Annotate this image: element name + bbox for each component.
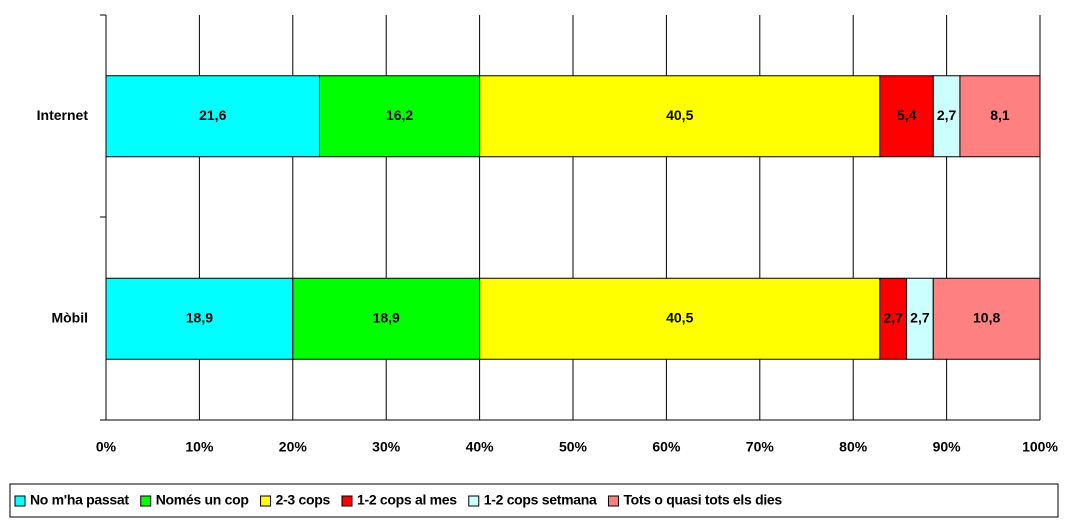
data-label: 5,4 bbox=[897, 107, 917, 123]
bar-segment bbox=[479, 75, 881, 158]
bar-segment bbox=[932, 75, 961, 158]
x-tick-label: 30% bbox=[372, 439, 401, 455]
bar-segment bbox=[932, 277, 1041, 360]
x-tick-label: 0% bbox=[96, 439, 117, 455]
data-label: 40,5 bbox=[666, 107, 693, 123]
legend-label: Tots o quasi tots els dies bbox=[623, 492, 782, 508]
x-tick-label: 80% bbox=[839, 439, 868, 455]
legend-label: 2-3 cops bbox=[276, 492, 331, 508]
data-label: 18,9 bbox=[373, 309, 400, 325]
bar-segment bbox=[318, 75, 481, 158]
x-tick-label: 50% bbox=[559, 439, 588, 455]
legend-label: No m'ha passat bbox=[30, 492, 129, 508]
legend-swatch bbox=[341, 495, 353, 507]
legend-swatch bbox=[140, 495, 152, 507]
x-tick-label: 100% bbox=[1022, 439, 1058, 455]
legend-label: 1-2 cops al mes bbox=[357, 492, 457, 508]
data-label: 21,6 bbox=[199, 107, 226, 123]
bar-segment bbox=[959, 75, 1041, 158]
data-label: 8,1 bbox=[990, 107, 1010, 123]
data-label: 18,9 bbox=[186, 309, 213, 325]
bar-segment bbox=[879, 277, 908, 360]
bar-segment bbox=[292, 277, 481, 360]
y-tick-label: Internet bbox=[37, 107, 89, 123]
legend-label: Només un cop bbox=[156, 492, 249, 508]
data-label: 40,5 bbox=[666, 309, 693, 325]
y-tick-label: Mòbil bbox=[51, 309, 88, 325]
legend-swatch bbox=[14, 495, 26, 507]
x-tick-label: 70% bbox=[746, 439, 775, 455]
legend-swatch bbox=[468, 495, 480, 507]
x-tick-label: 20% bbox=[279, 439, 308, 455]
bar-segment bbox=[105, 75, 320, 158]
data-label: 10,8 bbox=[973, 309, 1000, 325]
bar-segment bbox=[906, 277, 934, 360]
bar-segment bbox=[105, 277, 294, 360]
x-tick-label: 60% bbox=[652, 439, 681, 455]
legend-swatch bbox=[260, 495, 272, 507]
x-tick-label: 90% bbox=[933, 439, 962, 455]
x-tick-label: 10% bbox=[185, 439, 214, 455]
data-label: 2,7 bbox=[937, 107, 957, 123]
x-tick-label: 40% bbox=[466, 439, 495, 455]
bar-segment bbox=[479, 277, 881, 360]
legend-label: 1-2 cops setmana bbox=[484, 492, 597, 508]
data-label: 16,2 bbox=[386, 107, 413, 123]
data-label: 2,7 bbox=[910, 309, 930, 325]
data-label: 2,7 bbox=[883, 309, 903, 325]
bar-segment bbox=[879, 75, 934, 158]
legend-box bbox=[9, 483, 1059, 518]
legend-swatch bbox=[607, 495, 619, 507]
